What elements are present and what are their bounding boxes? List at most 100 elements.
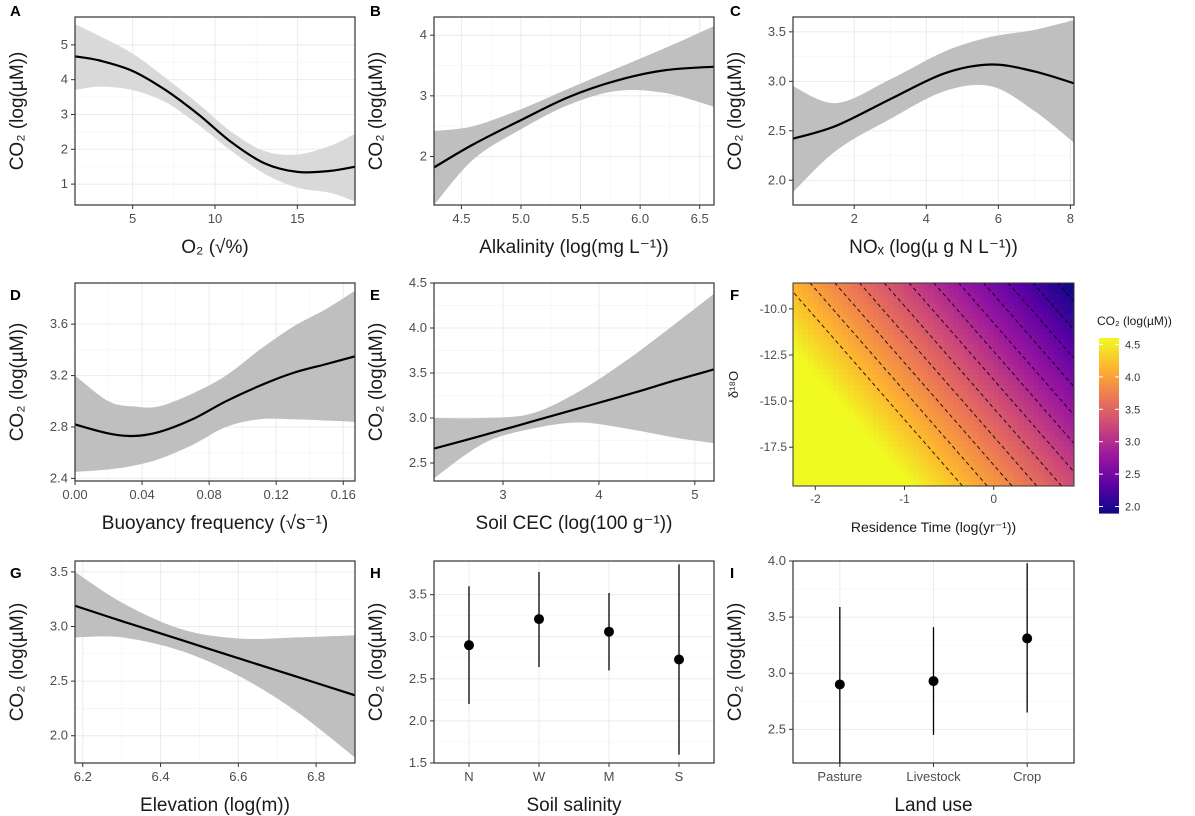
heatmap-cell: [833, 440, 839, 446]
heatmap-cell: [898, 323, 904, 330]
heatmap-cell: [1053, 379, 1060, 386]
heatmap-cell: [1043, 303, 1050, 309]
heatmap-cell: [803, 409, 809, 416]
y-axis-title: CO₂ (log(µM)): [7, 52, 28, 171]
heatmap-cell: [838, 333, 844, 340]
heatmap-cell: [973, 369, 980, 375]
heatmap-cell: [958, 374, 965, 381]
heatmap-cell: [968, 343, 975, 350]
heatmap-cell: [1058, 323, 1065, 330]
heatmap-cell: [943, 374, 950, 381]
heatmap-cell: [923, 323, 930, 330]
heatmap-cell: [953, 328, 960, 335]
heatmap-cell: [888, 475, 894, 482]
heatmap-cell: [1018, 313, 1025, 320]
heatmap-cell: [983, 430, 990, 436]
heatmap-cell: [1023, 318, 1030, 325]
heatmap-cell: [923, 470, 930, 477]
heatmap-cell: [908, 475, 915, 482]
heatmap-cell: [1013, 465, 1020, 472]
heatmap-cell: [973, 354, 980, 360]
heatmap-cell: [928, 445, 935, 452]
heatmap-cell: [833, 480, 839, 486]
heatmap-cell: [1048, 480, 1055, 486]
heatmap-cell: [1023, 333, 1030, 340]
heatmap-cell: [958, 283, 965, 289]
x-tick-label: N: [464, 769, 473, 784]
heatmap-cell: [983, 389, 990, 396]
heatmap-cell: [1028, 389, 1035, 396]
heatmap-cell: [843, 430, 849, 436]
heatmap-cell: [868, 430, 874, 436]
heatmap-cell: [853, 343, 859, 350]
heatmap-cell: [793, 303, 799, 309]
heatmap-cell: [868, 450, 874, 457]
heatmap-cell: [973, 359, 980, 365]
heatmap-cell: [818, 460, 824, 467]
heatmap-cell: [803, 394, 809, 401]
heatmap-cell: [898, 470, 904, 477]
heatmap-cell: [1003, 435, 1010, 441]
heatmap-cell: [903, 384, 910, 391]
heatmap-cell: [978, 374, 985, 381]
heatmap-cell: [973, 394, 980, 401]
heatmap-cell: [988, 308, 995, 315]
heatmap-cell: [853, 384, 859, 391]
heatmap-cell: [898, 348, 904, 355]
heatmap-cell: [933, 318, 940, 325]
heatmap-cell: [963, 470, 970, 477]
colorbar-segment: [1099, 361, 1119, 365]
heatmap-cell: [848, 308, 854, 315]
heatmap-cell: [908, 435, 915, 441]
heatmap-cell: [893, 470, 899, 477]
colorbar-segment: [1099, 367, 1119, 371]
panel-border: [792, 16, 1075, 206]
heatmap-cell: [963, 440, 970, 446]
heatmap-cell: [958, 359, 965, 365]
heatmap-cell: [998, 298, 1005, 304]
heatmap-cell: [933, 389, 940, 396]
heatmap-cell: [1043, 414, 1050, 421]
heatmap-cell: [948, 313, 955, 320]
heatmap-cell: [983, 338, 990, 345]
heatmap-cell: [978, 425, 985, 431]
heatmap-cell: [908, 414, 915, 421]
heatmap-cell: [803, 338, 809, 345]
heatmap-cell: [923, 379, 930, 386]
heatmap-cell: [1048, 348, 1055, 355]
heatmap-cell: [958, 384, 965, 391]
heatmap-cell: [933, 455, 940, 462]
heatmap-cell: [1028, 470, 1035, 477]
heatmap-cell: [863, 399, 869, 406]
heatmap-cell: [868, 475, 874, 482]
heatmap-cell: [1053, 480, 1060, 486]
heatmap-cell: [1033, 333, 1040, 340]
heatmap-cell: [978, 303, 985, 309]
heatmap-cell: [988, 445, 995, 452]
heatmap-cell: [848, 394, 854, 401]
heatmap-cell: [878, 359, 884, 365]
heatmap-cell: [963, 414, 970, 421]
heatmap-cell: [973, 404, 980, 411]
heatmap-cell: [1018, 435, 1025, 441]
heatmap-cell: [828, 445, 834, 452]
heatmap-cell: [1033, 343, 1040, 350]
heatmap-cell: [998, 343, 1005, 350]
heatmap-cell: [893, 364, 899, 370]
contour-line: [884, 283, 1062, 486]
heatmap-cell: [973, 338, 980, 345]
heatmap-cell: [918, 354, 925, 360]
heatmap-cell: [1033, 465, 1040, 472]
x-tick-label: Crop: [1013, 769, 1041, 784]
heatmap-cell: [943, 343, 950, 350]
heatmap-cell: [883, 430, 889, 436]
heatmap-cell: [903, 343, 910, 350]
heatmap-cell: [1008, 460, 1015, 467]
x-tick-label: 10: [208, 211, 222, 226]
heatmap-cell: [798, 374, 804, 381]
heatmap-cell: [843, 369, 849, 375]
heatmap-cell: [878, 384, 884, 391]
heatmap-cell: [798, 359, 804, 365]
heatmap-cell: [928, 384, 935, 391]
